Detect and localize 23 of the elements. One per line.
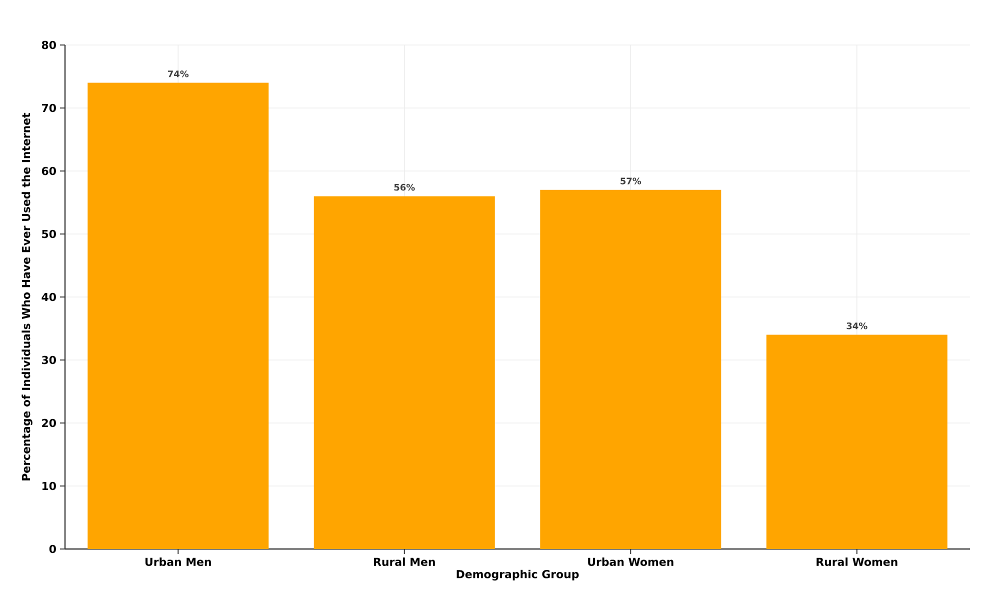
y-tick-label: 10 bbox=[42, 482, 56, 490]
x-axis-title: Demographic Group bbox=[456, 570, 579, 581]
data-label: 56% bbox=[394, 184, 415, 191]
y-tick-label: 20 bbox=[42, 418, 56, 428]
bar bbox=[540, 190, 722, 549]
y-axis-title: Percentage of Individuals Who Have Ever Used the Internet bbox=[22, 112, 32, 480]
y-tick-label: 30 bbox=[42, 356, 56, 364]
y-tick-label: 40 bbox=[42, 292, 56, 302]
data-label: 74% bbox=[168, 70, 189, 78]
bar bbox=[314, 196, 495, 549]
data-label: 57% bbox=[620, 178, 642, 184]
bar bbox=[766, 334, 948, 549]
y-tick-label: 70 bbox=[42, 104, 56, 112]
y-tick-label: 60 bbox=[42, 166, 56, 176]
data-label: 34% bbox=[846, 322, 868, 330]
bar bbox=[88, 82, 269, 549]
x-tick-label: Urban Men bbox=[145, 558, 211, 566]
y-tick-label: 50 bbox=[42, 230, 56, 238]
y-tick-label: 0 bbox=[49, 544, 56, 554]
x-tick-label: Rural Women bbox=[816, 558, 898, 566]
x-tick-label: Urban Women bbox=[588, 558, 674, 566]
y-tick-label: 80 bbox=[42, 40, 56, 50]
x-tick-label: Rural Men bbox=[374, 558, 435, 566]
